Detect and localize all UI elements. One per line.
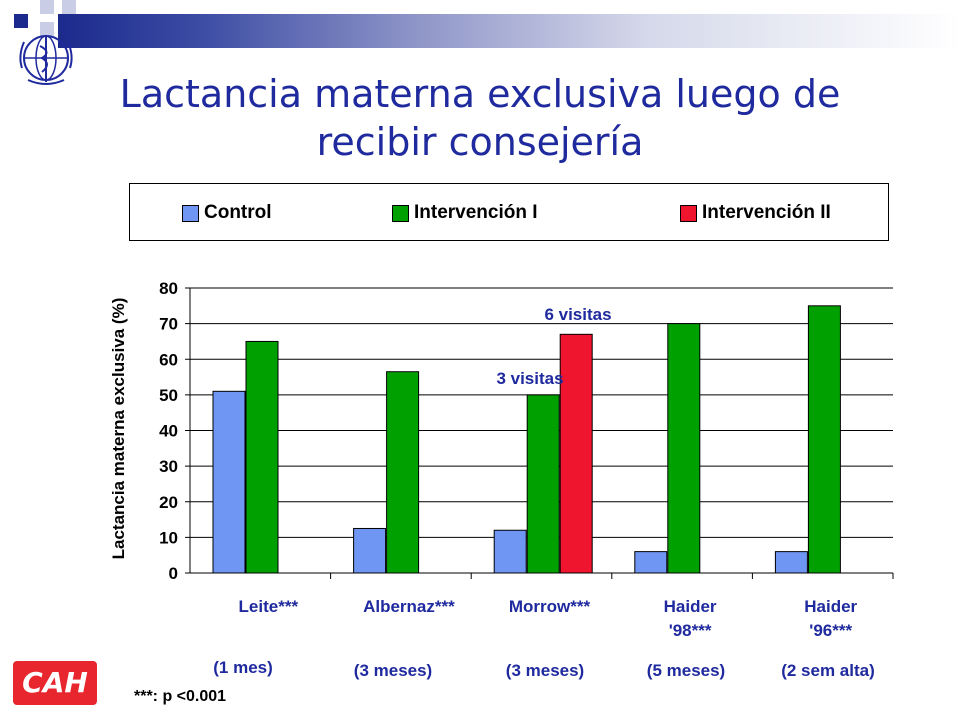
y-tick-label: 30 — [159, 457, 178, 476]
decoration-square — [40, 22, 54, 36]
y-tick-label: 60 — [159, 350, 178, 369]
x-category-label: Haider — [664, 597, 717, 616]
y-tick-label: 70 — [159, 315, 178, 334]
y-tick-label: 80 — [159, 279, 178, 298]
y-tick-label: 40 — [159, 422, 178, 441]
duration-label: (1 mes) — [213, 658, 273, 677]
chart-legend: Control Intervención I Intervención II — [129, 183, 889, 241]
duration-label: (3 meses) — [353, 661, 433, 680]
legend-item-intervencion-2: Intervención II — [680, 202, 831, 223]
bar-annotation: 6 visitas — [544, 305, 611, 324]
footnote: ***: p <0.001 — [134, 688, 227, 705]
bar-control — [774, 551, 808, 574]
x-category-label: Morrow*** — [509, 597, 591, 616]
bar-intervenci-n-i — [386, 371, 420, 574]
y-axis-label: Lactancia materna exclusiva (%) — [109, 298, 128, 560]
bar-intervenci-n-i — [245, 340, 279, 574]
legend-swatch — [392, 204, 409, 222]
legend-swatch — [680, 204, 697, 222]
legend-item-control: Control — [182, 202, 272, 223]
duration-label: (5 meses) — [646, 661, 726, 680]
bar-control — [493, 529, 527, 574]
bar-annotation: 3 visitas — [496, 369, 563, 388]
y-tick-label: 50 — [159, 386, 178, 405]
legend-label: Intervención II — [702, 202, 831, 223]
legend-label: Control — [204, 202, 272, 223]
bar-control — [634, 551, 668, 574]
page-title: Lactancia materna exclusiva luego de rec… — [119, 72, 841, 164]
decoration-square — [40, 0, 54, 14]
legend-label: Intervención I — [414, 202, 538, 223]
decoration-square — [62, 0, 76, 14]
y-tick-label: 10 — [159, 528, 178, 547]
x-category-label: '98*** — [669, 621, 712, 640]
x-category-label: Haider — [804, 597, 857, 616]
y-tick-label: 20 — [159, 493, 178, 512]
x-category-label: Leite*** — [239, 597, 299, 616]
bar-intervenci-n-ii — [559, 333, 593, 574]
bar-intervenci-n-i — [526, 394, 560, 574]
duration-label: (2 sem alta) — [781, 661, 875, 680]
who-emblem-icon — [19, 35, 73, 85]
bar-intervenci-n-i — [807, 305, 841, 574]
header-decoration-bar — [58, 14, 960, 48]
x-category-label: Albernaz*** — [363, 597, 455, 616]
y-tick-label: 0 — [169, 564, 178, 583]
legend-swatch — [182, 204, 199, 222]
bar-control — [212, 390, 246, 574]
x-category-label: '96*** — [809, 621, 852, 640]
cah-logo: CAH — [13, 661, 97, 705]
bar-intervenci-n-i — [667, 323, 701, 574]
legend-item-intervencion-1: Intervención I — [392, 202, 538, 223]
decoration-square — [14, 14, 28, 28]
bar-control — [353, 527, 387, 574]
duration-label: (3 meses) — [505, 661, 585, 680]
